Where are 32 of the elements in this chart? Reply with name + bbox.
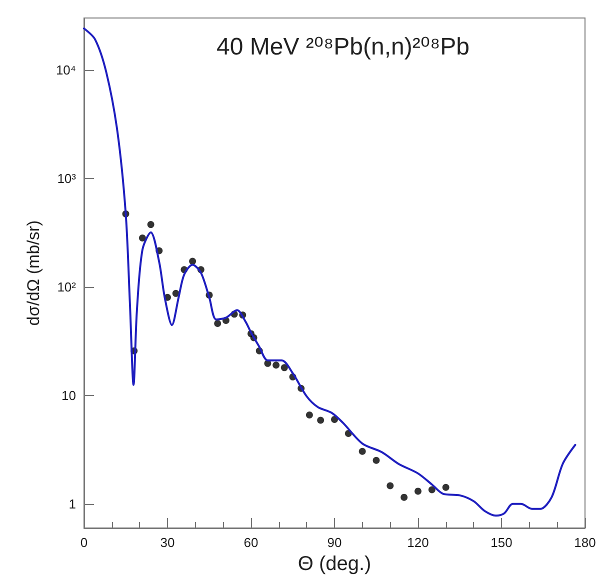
x-axis-title: Θ (deg.) <box>298 553 372 575</box>
y-tick-label: 1 <box>68 496 76 512</box>
point <box>400 494 408 501</box>
x-tick-label: 0 <box>80 535 88 550</box>
y-tick-label: 10 <box>62 388 76 403</box>
y-axis-title: dσ/dΩ (mb/sr) <box>24 220 43 326</box>
line-series <box>83 28 576 517</box>
point <box>372 456 380 464</box>
point <box>358 448 366 455</box>
point <box>280 364 288 372</box>
point <box>386 482 394 490</box>
point <box>138 234 146 242</box>
point <box>147 221 154 228</box>
point <box>414 488 422 495</box>
x-tick-label: 60 <box>244 535 258 550</box>
point <box>306 411 313 418</box>
x-tick-label: 30 <box>160 535 175 550</box>
x-tick-label: 120 <box>407 535 429 550</box>
x-tick-label: 150 <box>490 535 512 550</box>
point <box>317 416 324 424</box>
point <box>214 320 222 327</box>
text: 40 MeV ²⁰⁸Pb(n,n)²⁰⁸Pb <box>216 34 470 60</box>
point <box>172 290 180 297</box>
y-tick-label: 10² <box>57 279 77 294</box>
point <box>272 362 280 369</box>
y-tick-label: 10⁴ <box>56 62 76 78</box>
point <box>442 484 450 491</box>
point <box>189 258 196 265</box>
x-tick-label: 180 <box>574 535 596 550</box>
point <box>428 486 436 494</box>
y-tick-label: 10³ <box>57 170 77 186</box>
x-tick-label: 90 <box>327 535 342 550</box>
